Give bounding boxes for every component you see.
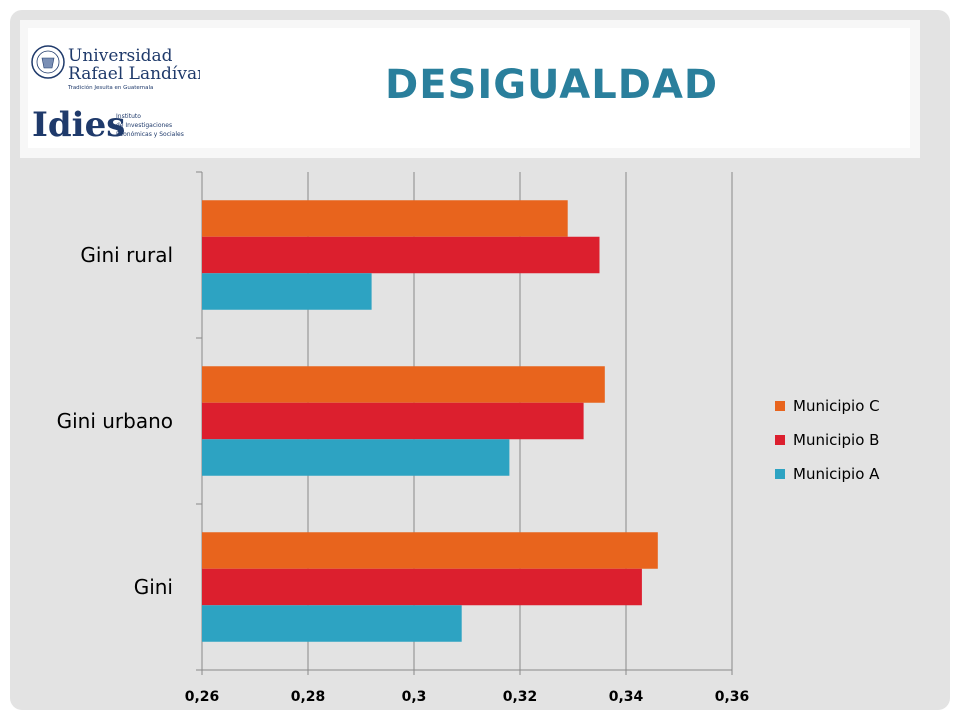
legend-swatch bbox=[775, 401, 785, 411]
legend-swatch bbox=[775, 435, 785, 445]
bar-municipio-b bbox=[202, 236, 600, 274]
category-label: Gini urbano bbox=[57, 409, 173, 433]
bars bbox=[202, 200, 658, 642]
x-tick-label: 0,3 bbox=[402, 689, 427, 705]
category-label: Gini bbox=[134, 575, 173, 599]
institute-logo-text: Idies bbox=[32, 105, 125, 145]
institute-name-line2: de Investigaciones bbox=[116, 122, 172, 129]
legend-label: Municipio A bbox=[793, 465, 880, 483]
x-tick-label: 0,28 bbox=[291, 689, 326, 705]
legend-label: Municipio C bbox=[793, 397, 880, 415]
university-tagline: Tradición Jesuita en Guatemala bbox=[67, 84, 153, 91]
university-name-line1: Universidad bbox=[68, 46, 173, 66]
legend-item: Municipio A bbox=[775, 464, 880, 484]
bar-municipio-b bbox=[202, 568, 642, 606]
header-panel bbox=[28, 28, 910, 148]
legend-swatch bbox=[775, 469, 785, 479]
bar-municipio-a bbox=[202, 605, 462, 642]
bar-municipio-b bbox=[202, 402, 584, 440]
x-tick-label: 0,32 bbox=[503, 689, 538, 705]
institute-name-line3: Económicas y Sociales bbox=[116, 131, 184, 138]
bar-municipio-a bbox=[202, 439, 510, 476]
chart-legend: Municipio C Municipio B Municipio A bbox=[775, 396, 880, 498]
slide-title: DESIGUALDAD bbox=[385, 62, 719, 108]
axis-labels: 0,26 0,28 0,3 0,32 0,34 0,36 Gini rural Gini ur… bbox=[57, 243, 750, 705]
bar-municipio-c bbox=[202, 366, 605, 403]
category-label: Gini rural bbox=[80, 243, 173, 267]
institute-name-line1: Instituto bbox=[116, 113, 141, 120]
university-logo: Universidad Rafael Landívar Tradición Je… bbox=[31, 45, 200, 145]
legend-item: Municipio B bbox=[775, 430, 880, 450]
x-tick-label: 0,26 bbox=[185, 689, 220, 705]
x-tick-label: 0,34 bbox=[609, 689, 644, 705]
legend-item: Municipio C bbox=[775, 396, 880, 416]
university-seal-icon bbox=[31, 45, 65, 79]
bar-municipio-c bbox=[202, 200, 568, 237]
university-name-line2: Rafael Landívar bbox=[68, 64, 200, 84]
legend-label: Municipio B bbox=[793, 431, 880, 449]
bar-municipio-c bbox=[202, 532, 658, 569]
x-tick-label: 0,36 bbox=[715, 689, 750, 705]
bar-municipio-a bbox=[202, 273, 372, 310]
